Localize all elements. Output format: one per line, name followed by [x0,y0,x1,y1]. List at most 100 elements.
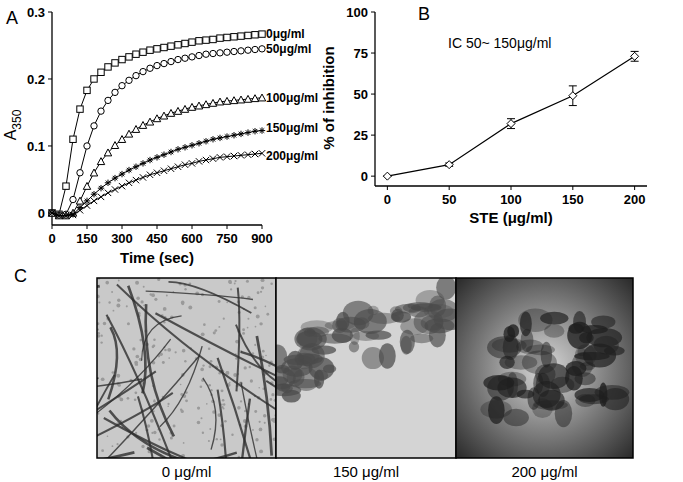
series-marker [383,172,391,180]
speckle [209,428,211,430]
x-tick-label: 200 [624,192,646,207]
speckle [164,349,167,352]
speckle [260,291,262,293]
speckle [246,280,249,283]
axes: 015030045060075090000.10.20.3 [27,5,273,246]
series-marker [217,35,223,41]
speckle [154,298,157,301]
series-marker [63,183,69,189]
speckle [220,438,222,440]
fibril [117,284,276,416]
series-marker [217,135,223,141]
speckle [105,281,109,285]
series-marker [91,76,97,82]
x-tick [634,186,635,190]
speckle [152,346,155,349]
speckle [254,410,257,413]
speckle [175,351,177,353]
series-marker [196,38,202,44]
speckle [153,400,155,402]
speckle [180,384,182,386]
micrograph-caption: 200 μg/ml [511,463,577,480]
series-marker [203,157,209,163]
speckle [139,339,142,342]
speckle [98,301,100,303]
speckle [258,387,260,389]
speckle [135,432,137,434]
speckle [154,399,156,401]
speckle [214,329,217,332]
speckle [132,347,135,350]
speckle [100,341,102,343]
series-marker [252,151,258,157]
series-marker [217,154,223,160]
speckle [221,389,224,392]
fibril [109,410,202,458]
series-marker [119,56,125,62]
speckle [259,428,263,432]
fibril [241,352,276,421]
aggregate [318,334,351,344]
aggregate [323,365,336,374]
series-marker [252,32,258,38]
speckle [252,429,254,431]
speckle [173,424,176,427]
series-marker [97,158,104,165]
series-marker [203,37,209,43]
series-marker [160,112,167,119]
speckle [153,338,156,341]
series-marker [154,46,160,52]
speckle [113,310,115,312]
speckle [208,347,211,350]
x-tick [511,186,512,190]
speckle [264,422,266,424]
fibril [236,325,276,386]
speckle [200,417,202,419]
speckle [237,406,241,410]
speckle [223,318,225,320]
x-tick-label: 150 [76,231,98,246]
speckle [216,438,218,440]
series-marker [223,97,230,104]
aggregate [294,327,326,350]
series-marker [140,174,146,180]
aggregate [325,321,355,330]
y-tick [48,12,52,13]
speckle [268,364,271,367]
x-tick-label: 50 [442,192,456,207]
speckle [200,385,203,388]
series-label: 0μg/ml [266,27,305,41]
speckle [140,300,143,303]
series-marker [216,98,223,105]
x-tick [192,225,193,229]
micrograph-frame [97,278,276,458]
speckle [185,399,188,402]
speckle [222,399,225,402]
speckle [119,398,123,402]
fibril [97,375,114,458]
series-marker [231,48,237,54]
y-tick [371,176,375,177]
series-marker [175,56,181,62]
speckle [249,366,251,368]
speckle [184,360,186,362]
y-tick [48,78,52,79]
speckle [247,318,249,320]
series-marker [189,54,195,60]
speckle [254,306,257,309]
x-tick [52,225,53,229]
speckle [181,410,184,413]
speckle [203,323,206,326]
micrograph-frame [456,278,633,458]
series-marker [105,180,111,186]
series-label: 100μg/ml [266,91,318,105]
series-marker [49,210,55,216]
speckle [183,442,185,444]
series-marker [182,40,188,46]
series-marker [175,42,181,48]
y-tick [371,94,375,95]
series-marker [168,58,174,64]
series-marker [132,126,139,133]
fibril [257,336,272,456]
x-tick-label: 100 [500,192,522,207]
